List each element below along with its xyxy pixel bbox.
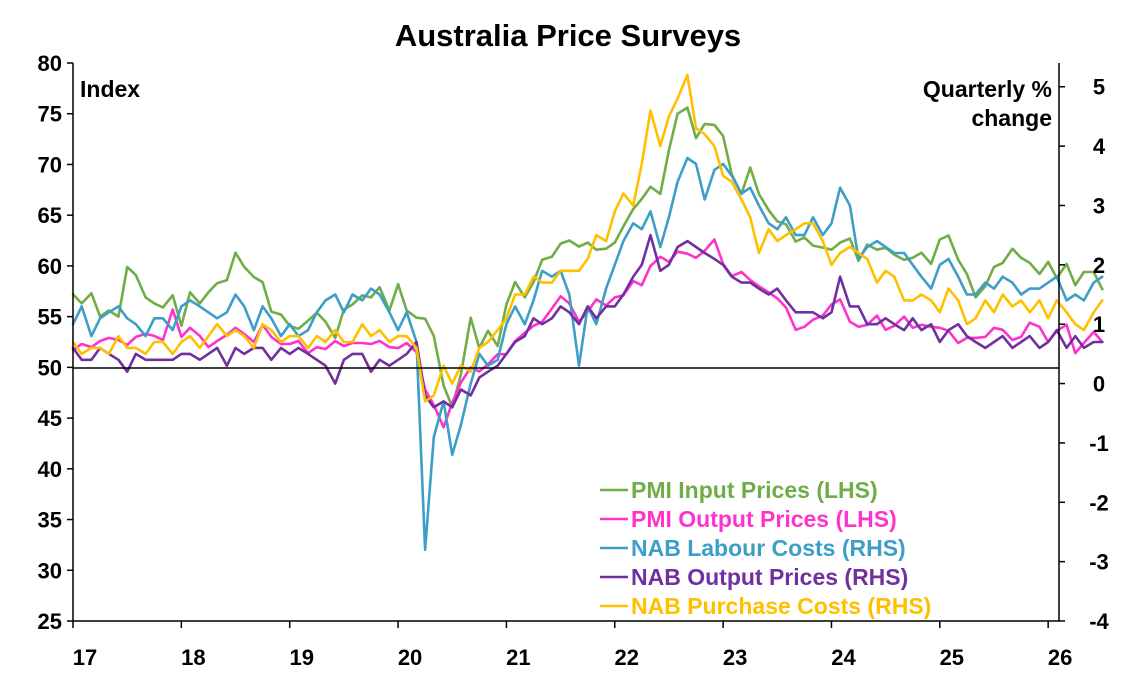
right-axis-ticks: 5 4 3 2 1 0 -1 -2 -3 -4 — [1059, 75, 1110, 634]
series-line-5 — [71, 73, 1104, 403]
right-tick-label: -2 — [1089, 490, 1109, 515]
legend: PMI Input Prices (LHS) PMI Output Prices … — [600, 477, 931, 619]
plot-area — [73, 63, 1059, 620]
chart-title: Australia Price Surveys — [395, 18, 741, 53]
left-axis-ticks: 80 75 70 65 60 55 50 45 40 35 30 25 — [38, 51, 73, 634]
right-tick-label: -4 — [1089, 609, 1109, 634]
left-tick-label: 35 — [38, 508, 62, 533]
x-axis-ticks: 17 18 19 20 21 22 23 24 25 26 — [72, 621, 1072, 670]
left-tick-label: 80 — [38, 51, 62, 76]
left-tick-label: 75 — [38, 102, 62, 127]
x-tick-label: 20 — [398, 645, 422, 670]
legend-label: NAB Purchase Costs (RHS) — [631, 593, 931, 619]
series-line-1 — [71, 106, 1104, 409]
x-tick-label: 18 — [181, 645, 205, 670]
x-tick-label: 19 — [289, 645, 313, 670]
right-axis-label-line1: Quarterly % — [923, 76, 1052, 102]
legend-label: NAB Output Prices (RHS) — [631, 564, 908, 590]
x-tick-label: 25 — [940, 645, 964, 670]
right-tick-label: 2 — [1093, 253, 1105, 278]
left-tick-label: 50 — [38, 355, 62, 380]
left-tick-label: 25 — [38, 609, 62, 634]
left-tick-label: 55 — [38, 305, 62, 330]
series-line-3 — [71, 156, 1104, 552]
left-tick-label: 40 — [38, 457, 62, 482]
legend-label: NAB Labour Costs (RHS) — [631, 535, 906, 561]
x-tick-label: 26 — [1048, 645, 1072, 670]
left-tick-label: 60 — [38, 254, 62, 279]
series-line-2 — [71, 238, 1104, 429]
left-tick-label: 45 — [38, 406, 62, 431]
right-tick-label: 3 — [1093, 193, 1105, 218]
right-tick-label: -1 — [1089, 431, 1109, 456]
left-tick-label: 65 — [38, 203, 62, 228]
legend-label: PMI Output Prices (LHS) — [631, 506, 897, 532]
right-tick-label: 5 — [1093, 75, 1105, 100]
legend-label: PMI Input Prices (LHS) — [631, 477, 878, 503]
series-lines — [71, 73, 1104, 552]
right-axis-label-line2: change — [971, 105, 1052, 131]
x-tick-label: 17 — [73, 645, 97, 670]
x-tick-label: 22 — [615, 645, 639, 670]
right-tick-label: -3 — [1089, 550, 1109, 575]
left-tick-label: 70 — [38, 152, 62, 177]
right-tick-label: 0 — [1093, 372, 1105, 397]
left-tick-label: 30 — [38, 558, 62, 583]
series-line-4 — [71, 233, 1104, 409]
x-tick-label: 23 — [723, 645, 747, 670]
right-tick-label: 4 — [1093, 134, 1106, 159]
x-tick-label: 21 — [506, 645, 530, 670]
x-tick-label: 24 — [831, 645, 856, 670]
left-axis-label: Index — [80, 76, 140, 102]
right-tick-label: 1 — [1093, 312, 1105, 337]
